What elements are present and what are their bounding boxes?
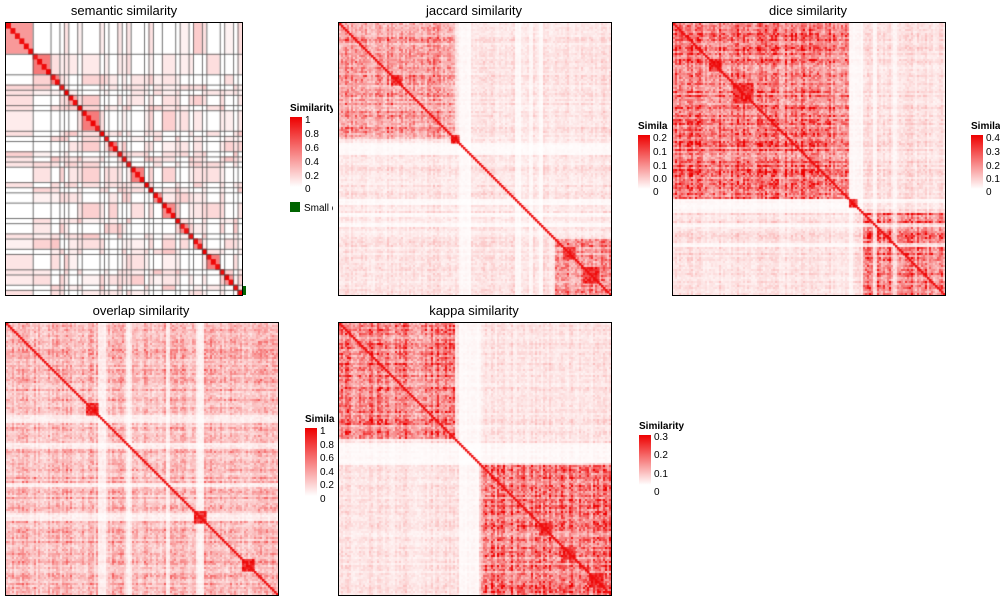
legend-jaccard: Similarity 0.2 0.1 0.1 0.0 0 [638,121,668,201]
legend-tick: 0.6 [305,143,319,154]
legend-tick: 0.8 [305,129,319,140]
legend-tick: 1 [320,426,326,437]
heatmap-canvas [6,323,278,595]
legend-tick: 0.1 [654,469,668,480]
legend-tick: 0.0 [653,174,667,185]
chart-title: jaccard similarity [425,3,523,18]
legend-colorbar [290,117,302,187]
legend-small-cluster: Small cluster [290,202,333,214]
legend-tick: 0.3 [986,147,1000,158]
legend-tick: 1 [305,115,311,126]
heatmap-canvas [6,23,242,295]
legend-dice: Similarity 0.4 0.3 0.2 0.1 0 [971,121,1000,201]
heatmap-canvas [339,323,611,595]
legend-overlap: Similarity 1 0.8 0.6 0.4 0.2 0 [305,414,335,509]
legend-tick: 0.2 [654,450,668,461]
legend-tick: 0.4 [320,467,334,478]
heatmap-kappa [338,322,612,596]
legend-colorbar [305,428,317,496]
legend-tick: 0.8 [320,440,334,451]
legend-tick: 0 [653,187,659,198]
legend-colorbar [971,135,983,189]
legend-title: Similarity [971,121,1000,132]
legend-tick: 0.4 [986,133,1000,144]
heatmap-canvas [673,23,945,295]
legend-tick: 0.3 [654,432,668,443]
legend-colorbar [639,435,651,485]
legend-tick: 0.2 [320,480,334,491]
legend-semantic: Similarity 1 0.8 0.6 0.4 0.2 0 Small clu… [290,103,333,218]
legend-tick: 0 [654,487,660,498]
legend-tick: 0.1 [653,147,667,158]
legend-title: Similarity [638,121,668,132]
legend-tick: 0 [986,187,992,198]
legend-tick: 0.6 [320,453,334,464]
heatmap-overlap [5,322,279,596]
chart-title: kappa similarity [429,303,519,318]
legend-title: Similarity [305,414,335,425]
legend-tick: 0 [305,184,311,195]
small-cluster-swatch [290,202,300,212]
small-cluster-stripe [243,286,246,295]
legend-tick: 0.1 [986,174,1000,185]
legend-title: Similarity [639,421,685,432]
heatmap-canvas [339,23,611,295]
legend-title: Similarity [290,103,333,114]
heatmap-dice [672,22,946,296]
legend-tick: 0.2 [305,171,319,182]
heatmap-jaccard [338,22,612,296]
legend-tick: 0.4 [305,157,319,168]
legend-tick: 0.2 [986,161,1000,172]
legend-tick: 0 [320,494,326,505]
legend-tick: 0.2 [653,133,667,144]
chart-title: overlap similarity [92,303,190,318]
heatmap-semantic [5,22,243,296]
small-cluster-label: Small cluster [304,203,333,214]
legend-kappa: Similarity 0.3 0.2 0.1 0 [639,421,699,501]
chart-title: dice similarity [768,3,847,18]
chart-title: semantic similarity [70,3,178,18]
legend-tick: 0.1 [653,161,667,172]
legend-colorbar [638,135,650,189]
